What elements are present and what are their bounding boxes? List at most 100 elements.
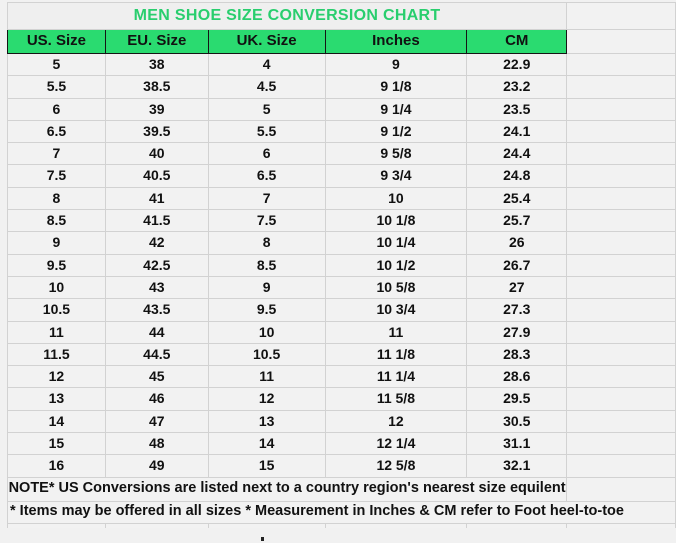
partial-cutoff-row bbox=[7, 522, 676, 528]
cell: 38 bbox=[104, 52, 209, 77]
cell: 11 bbox=[7, 320, 106, 344]
table-row: 11.5 44.5 10.5 11 1/8 28.3 bbox=[7, 342, 676, 367]
table-row: 8 41 7 10 25.4 bbox=[7, 186, 676, 211]
cell: 10 1/2 bbox=[324, 253, 468, 277]
cell: 44.5 bbox=[104, 342, 209, 367]
empty-cell bbox=[566, 142, 676, 166]
cell: 7 bbox=[207, 186, 326, 211]
cell: 14 bbox=[7, 409, 106, 434]
cell: 10 bbox=[324, 186, 468, 211]
empty-cell bbox=[207, 522, 326, 528]
cell: 30.5 bbox=[466, 409, 568, 434]
cell: 41.5 bbox=[104, 209, 209, 233]
cell: 9 bbox=[7, 231, 106, 255]
table-row: 7.5 40.5 6.5 9 3/4 24.8 bbox=[7, 164, 676, 188]
cell: 10 5/8 bbox=[324, 275, 468, 300]
empty-cell bbox=[566, 209, 676, 233]
empty-cell bbox=[566, 275, 676, 300]
table-row: 13 46 12 11 5/8 29.5 bbox=[7, 387, 676, 411]
empty-cell bbox=[566, 52, 676, 77]
cell: 6.5 bbox=[207, 164, 326, 188]
cell: 48 bbox=[104, 432, 209, 456]
table-row: 14 47 13 12 30.5 bbox=[7, 409, 676, 434]
cell: 11 bbox=[324, 320, 468, 344]
cell: 46 bbox=[104, 387, 209, 411]
cell: 5.5 bbox=[7, 75, 106, 99]
cell: 15 bbox=[7, 432, 106, 456]
table-row: 16 49 15 12 5/8 32.1 bbox=[7, 454, 676, 478]
cutoff-text-fragment bbox=[261, 537, 264, 541]
empty-cell bbox=[104, 522, 209, 528]
empty-cell bbox=[566, 522, 676, 528]
cell: 11.5 bbox=[7, 342, 106, 367]
table-row: 7 40 6 9 5/8 24.4 bbox=[7, 142, 676, 166]
cell: 8 bbox=[7, 186, 106, 211]
empty-cell bbox=[7, 522, 106, 528]
table-row: 9 42 8 10 1/4 26 bbox=[7, 231, 676, 255]
cell: 41 bbox=[104, 186, 209, 211]
chart-title: MEN SHOE SIZE CONVERSION CHART bbox=[6, 2, 568, 30]
cell: 23.5 bbox=[466, 97, 568, 121]
note-text-1: NOTE* US Conversions are listed next to … bbox=[6, 476, 568, 502]
empty-cell bbox=[566, 476, 676, 502]
title-row: MEN SHOE SIZE CONVERSION CHART bbox=[6, 2, 676, 30]
cell: 26.7 bbox=[466, 253, 568, 277]
cell: 27.9 bbox=[466, 320, 568, 344]
table-row: 6.5 39.5 5.5 9 1/2 24.1 bbox=[7, 119, 676, 144]
empty-cell bbox=[566, 454, 676, 478]
cell: 9 1/4 bbox=[324, 97, 468, 121]
empty-cell bbox=[566, 2, 676, 30]
cell: 12 5/8 bbox=[324, 454, 468, 478]
cell: 8.5 bbox=[207, 253, 326, 277]
cell: 43 bbox=[104, 275, 209, 300]
cell: 7 bbox=[7, 142, 106, 166]
table-body: 5 38 4 9 22.9 5.5 38.5 4.5 9 1/8 23.2 6 39 5 9 1/4 23.… bbox=[7, 52, 676, 478]
empty-cell bbox=[566, 342, 676, 367]
cell: 43.5 bbox=[104, 298, 209, 322]
empty-cell bbox=[466, 522, 568, 528]
cell: 9 bbox=[207, 275, 326, 300]
cell: 12 bbox=[7, 365, 106, 389]
cell: 8.5 bbox=[7, 209, 106, 233]
conversion-chart-sheet: MEN SHOE SIZE CONVERSION CHART US. Size … bbox=[6, 2, 676, 528]
cell: 25.7 bbox=[466, 209, 568, 233]
cell: 8 bbox=[207, 231, 326, 255]
column-header-us-size: US. Size bbox=[7, 29, 106, 54]
cell: 15 bbox=[207, 454, 326, 478]
cell: 11 bbox=[207, 365, 326, 389]
cell: 12 1/4 bbox=[324, 432, 468, 456]
note-row: NOTE* US Conversions are listed next to … bbox=[6, 476, 676, 502]
empty-cell bbox=[566, 432, 676, 456]
cell: 12 bbox=[207, 387, 326, 411]
cell: 29.5 bbox=[466, 387, 568, 411]
table-row: 5 38 4 9 22.9 bbox=[7, 52, 676, 77]
empty-cell bbox=[566, 231, 676, 255]
cell: 16 bbox=[7, 454, 106, 478]
cell: 25.4 bbox=[466, 186, 568, 211]
cell: 14 bbox=[207, 432, 326, 456]
cell: 49 bbox=[104, 454, 209, 478]
cell: 42.5 bbox=[104, 253, 209, 277]
note-row: * Items may be offered in all sizes * Me… bbox=[7, 500, 676, 524]
cell: 9.5 bbox=[7, 253, 106, 277]
cell: 24.8 bbox=[466, 164, 568, 188]
cell: 4.5 bbox=[207, 75, 326, 99]
empty-cell bbox=[566, 365, 676, 389]
cell: 39 bbox=[104, 97, 209, 121]
empty-cell bbox=[324, 522, 468, 528]
cell: 9 1/8 bbox=[324, 75, 468, 99]
cell: 6 bbox=[207, 142, 326, 166]
table-row: 8.5 41.5 7.5 10 1/8 25.7 bbox=[7, 209, 676, 233]
cell: 10.5 bbox=[7, 298, 106, 322]
note-text-2: * Items may be offered in all sizes * Me… bbox=[7, 500, 676, 524]
cell: 9 1/2 bbox=[324, 119, 468, 144]
empty-cell bbox=[566, 320, 676, 344]
cell: 12 bbox=[324, 409, 468, 434]
empty-cell bbox=[566, 409, 676, 434]
cell: 6 bbox=[7, 97, 106, 121]
cell: 32.1 bbox=[466, 454, 568, 478]
cell: 5 bbox=[7, 52, 106, 77]
empty-cell bbox=[566, 119, 676, 144]
column-header-cm: CM bbox=[466, 29, 568, 54]
